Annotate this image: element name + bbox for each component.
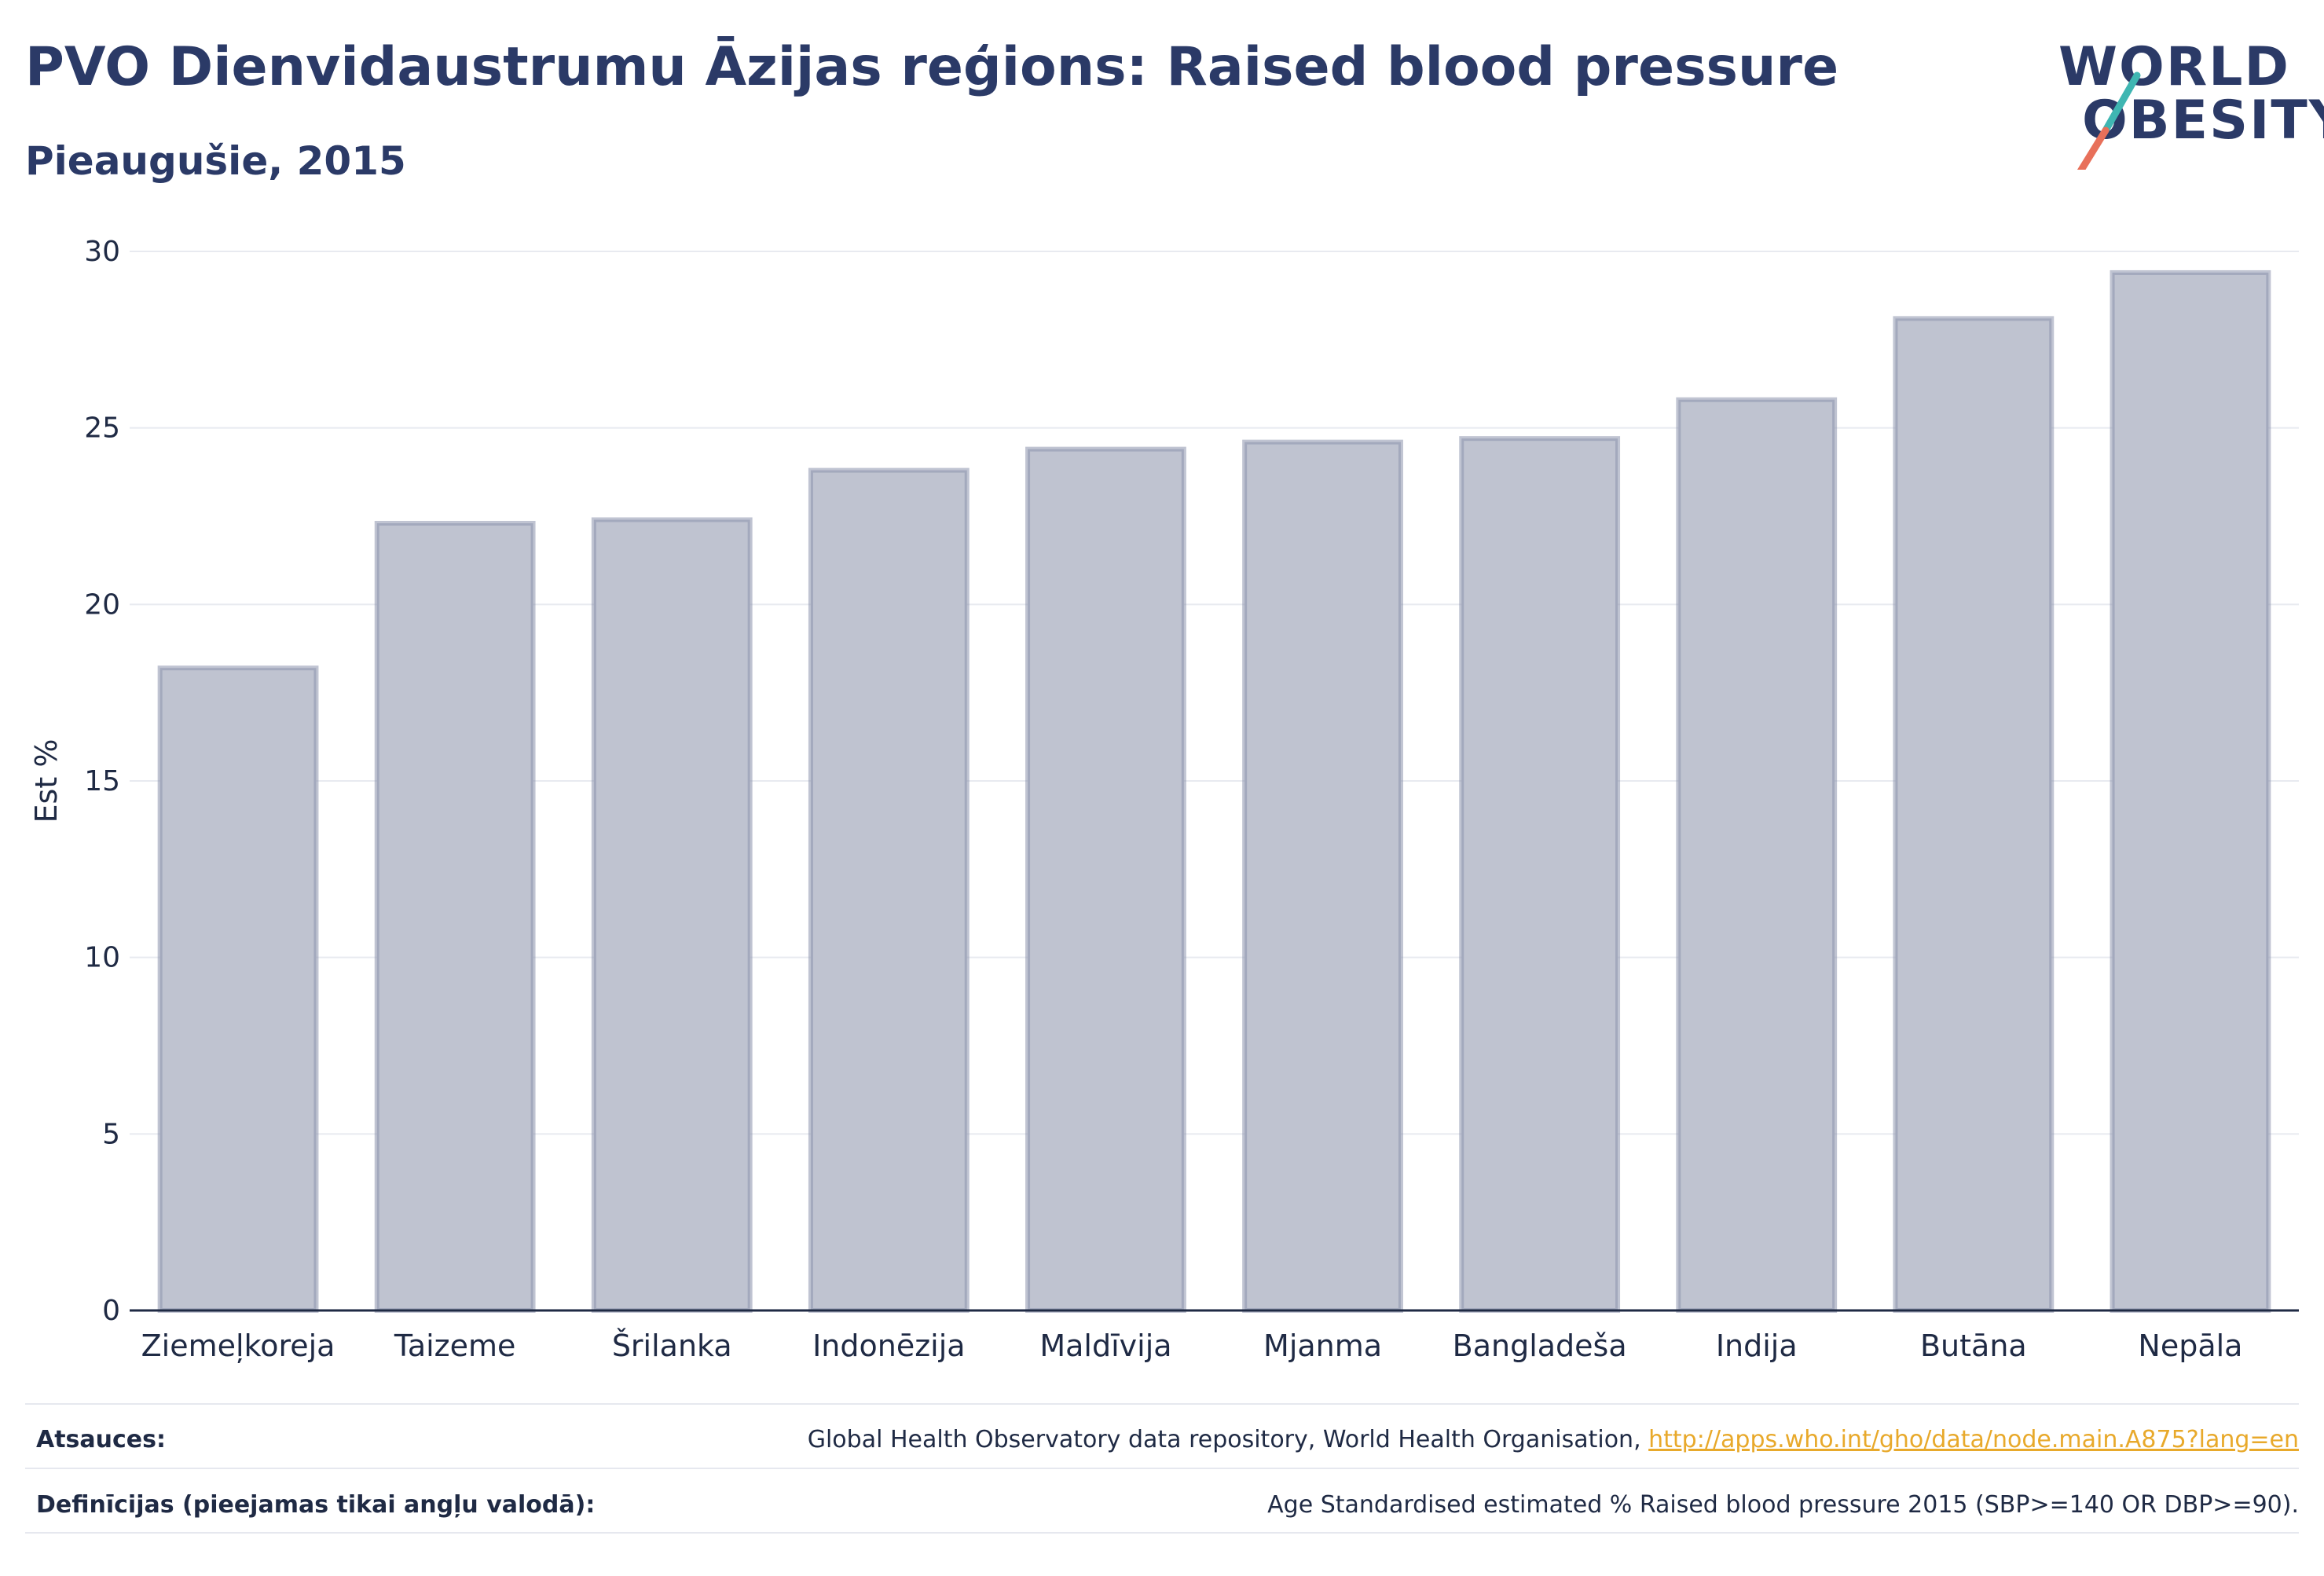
- bar: [808, 467, 970, 1313]
- page-subtitle: Pieaugušie, 2015: [25, 138, 406, 184]
- x-tick-label: Butāna: [1920, 1329, 2027, 1363]
- bar: [1459, 436, 1621, 1314]
- logo-line-1: WORLD: [2058, 36, 2290, 98]
- x-tick-label: Nepāla: [2138, 1329, 2242, 1363]
- footer-divider-middle: [25, 1468, 2299, 1469]
- y-tick-label: 0: [102, 1295, 120, 1327]
- x-tick-label: Taizeme: [394, 1329, 516, 1363]
- x-tick-label: Mjanma: [1263, 1329, 1382, 1363]
- footer-divider-top: [25, 1403, 2299, 1405]
- y-tick-label: 30: [84, 236, 120, 268]
- x-tick-label: Ziemeļkoreja: [141, 1329, 335, 1363]
- bar: [374, 520, 536, 1313]
- footer-divider-bottom: [25, 1532, 2299, 1534]
- x-tick-label: Maldīvija: [1039, 1329, 1171, 1363]
- x-tick-label: Šrilanka: [612, 1329, 732, 1363]
- sources-label: Atsauces:: [36, 1426, 166, 1453]
- x-tick-label: Bangladeša: [1453, 1329, 1627, 1363]
- y-tick-label: 10: [84, 942, 120, 974]
- bar-chart: 0 5 10 15 20 25 30 Est % Ziemeļkoreja Taizeme Šril…: [29, 236, 2299, 1363]
- y-tick-label: 5: [102, 1118, 120, 1150]
- x-tick-label: Indija: [1716, 1329, 1798, 1363]
- definitions-text: Age Standardised estimated % Raised bloo…: [1267, 1491, 2299, 1519]
- world-obesity-logo: WORLD OBESITY: [2051, 36, 2324, 170]
- page-title: PVO Dienvidaustrumu Āzijas reģions: Rais…: [25, 36, 1839, 98]
- y-tick-label: 25: [84, 412, 120, 445]
- bar: [1676, 397, 1838, 1314]
- x-tick-label: Indonēzija: [812, 1329, 965, 1363]
- bar: [1025, 446, 1186, 1313]
- bar: [591, 517, 753, 1313]
- bar: [1893, 316, 2055, 1314]
- sources-text: Global Health Observatory data repositor…: [808, 1426, 2299, 1453]
- sources-link[interactable]: http://apps.who.int/gho/data/node.main.A…: [1648, 1426, 2299, 1453]
- logo-slash-icon: [2077, 71, 2141, 170]
- y-axis-label: Est %: [29, 739, 64, 823]
- y-tick-label: 15: [84, 765, 120, 797]
- bar: [1242, 439, 1403, 1313]
- definitions-label: Definīcijas (pieejamas tikai angļu valod…: [36, 1491, 596, 1519]
- bar: [2110, 269, 2271, 1314]
- sources-description: Global Health Observatory data repositor…: [807, 1426, 1649, 1453]
- y-tick-label: 20: [84, 588, 120, 621]
- bar: [157, 665, 319, 1313]
